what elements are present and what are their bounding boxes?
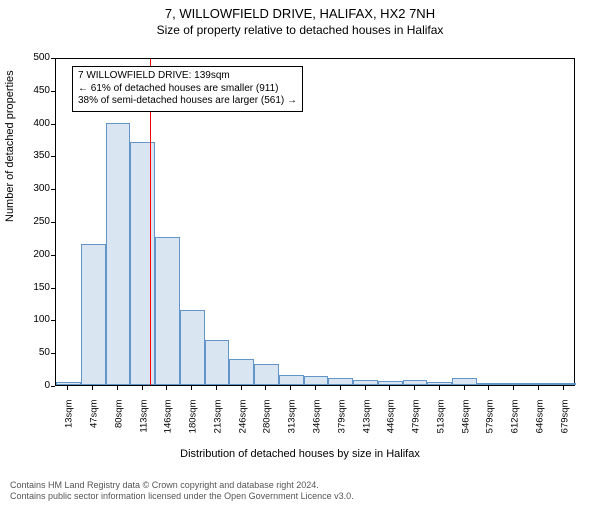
histogram-bar	[551, 383, 576, 385]
x-tick-mark	[166, 386, 167, 390]
histogram-bar	[328, 378, 353, 385]
footer-text: Contains HM Land Registry data © Crown c…	[10, 480, 590, 503]
y-axis-label: Number of detached properties	[4, 70, 16, 222]
x-tick-label: 479sqm	[411, 400, 422, 446]
histogram-bar	[180, 310, 205, 385]
x-tick-mark	[117, 386, 118, 390]
x-tick-mark	[315, 386, 316, 390]
x-tick-label: 313sqm	[287, 400, 298, 446]
y-tick-label: 100	[24, 314, 50, 325]
x-tick-mark	[265, 386, 266, 390]
histogram-bar	[378, 381, 403, 385]
y-tick-label: 400	[24, 118, 50, 129]
x-tick-mark	[414, 386, 415, 390]
x-tick-label: 13sqm	[64, 400, 75, 446]
y-tick-label: 200	[24, 249, 50, 260]
x-tick-label: 379sqm	[336, 400, 347, 446]
x-tick-mark	[92, 386, 93, 390]
x-tick-label: 579sqm	[485, 400, 496, 446]
histogram-bar	[502, 383, 527, 385]
histogram-bar	[279, 375, 304, 385]
chart-title: 7, WILLOWFIELD DRIVE, HALIFAX, HX2 7NH	[0, 6, 600, 21]
y-tick-mark	[51, 189, 55, 190]
x-tick-label: 612sqm	[510, 400, 521, 446]
x-tick-label: 146sqm	[163, 400, 174, 446]
footer-line-2: Contains public sector information licen…	[10, 491, 590, 502]
callout-line: 7 WILLOWFIELD DRIVE: 139sqm	[78, 70, 297, 83]
x-tick-label: 80sqm	[113, 400, 124, 446]
y-tick-mark	[51, 58, 55, 59]
y-tick-mark	[51, 320, 55, 321]
callout-line: ← 61% of detached houses are smaller (91…	[78, 83, 297, 96]
histogram-bar	[452, 378, 477, 385]
histogram-bar	[526, 383, 551, 385]
y-tick-label: 150	[24, 282, 50, 293]
chart-container: 7, WILLOWFIELD DRIVE, HALIFAX, HX2 7NH S…	[0, 6, 600, 506]
y-tick-label: 0	[24, 380, 50, 391]
callout-box: 7 WILLOWFIELD DRIVE: 139sqm← 61% of deta…	[72, 66, 303, 112]
x-tick-mark	[216, 386, 217, 390]
x-tick-label: 47sqm	[89, 400, 100, 446]
x-tick-mark	[191, 386, 192, 390]
histogram-bar	[403, 380, 428, 385]
x-tick-label: 513sqm	[435, 400, 446, 446]
footer-line-1: Contains HM Land Registry data © Crown c…	[10, 480, 590, 491]
y-tick-mark	[51, 288, 55, 289]
x-tick-label: 646sqm	[534, 400, 545, 446]
x-tick-label: 679sqm	[559, 400, 570, 446]
histogram-bar	[229, 359, 254, 385]
histogram-bar	[477, 383, 502, 385]
x-tick-mark	[439, 386, 440, 390]
x-tick-mark	[464, 386, 465, 390]
histogram-bar	[254, 364, 279, 385]
histogram-bar	[427, 382, 452, 385]
x-tick-mark	[365, 386, 366, 390]
x-tick-mark	[290, 386, 291, 390]
histogram-bar	[106, 123, 131, 385]
y-tick-mark	[51, 255, 55, 256]
x-tick-label: 246sqm	[237, 400, 248, 446]
x-tick-mark	[513, 386, 514, 390]
x-tick-mark	[389, 386, 390, 390]
x-tick-label: 180sqm	[188, 400, 199, 446]
x-tick-mark	[538, 386, 539, 390]
y-tick-label: 450	[24, 85, 50, 96]
x-tick-label: 413sqm	[361, 400, 372, 446]
x-tick-label: 280sqm	[262, 400, 273, 446]
y-tick-mark	[51, 156, 55, 157]
x-tick-mark	[563, 386, 564, 390]
y-tick-mark	[51, 91, 55, 92]
histogram-bar	[130, 142, 155, 385]
x-tick-mark	[488, 386, 489, 390]
x-tick-mark	[67, 386, 68, 390]
y-tick-mark	[51, 386, 55, 387]
y-tick-mark	[51, 124, 55, 125]
histogram-bar	[304, 376, 329, 385]
callout-line: 38% of semi-detached houses are larger (…	[78, 95, 297, 108]
histogram-bar	[155, 237, 180, 385]
y-tick-mark	[51, 222, 55, 223]
histogram-bar	[205, 340, 230, 385]
y-tick-label: 50	[24, 347, 50, 358]
y-tick-label: 500	[24, 52, 50, 63]
histogram-bar	[81, 244, 106, 385]
x-axis-label: Distribution of detached houses by size …	[0, 448, 600, 460]
histogram-bar	[353, 380, 378, 385]
x-tick-label: 346sqm	[312, 400, 323, 446]
y-tick-label: 250	[24, 216, 50, 227]
x-tick-mark	[340, 386, 341, 390]
x-tick-label: 113sqm	[138, 400, 149, 446]
x-tick-label: 546sqm	[460, 400, 471, 446]
x-tick-label: 446sqm	[386, 400, 397, 446]
y-tick-label: 300	[24, 183, 50, 194]
x-tick-mark	[142, 386, 143, 390]
chart-subtitle: Size of property relative to detached ho…	[0, 23, 600, 37]
histogram-bar	[56, 382, 81, 385]
x-tick-label: 213sqm	[212, 400, 223, 446]
plot-area: 7 WILLOWFIELD DRIVE: 139sqm← 61% of deta…	[55, 58, 575, 386]
y-tick-label: 350	[24, 150, 50, 161]
x-tick-mark	[241, 386, 242, 390]
y-tick-mark	[51, 353, 55, 354]
